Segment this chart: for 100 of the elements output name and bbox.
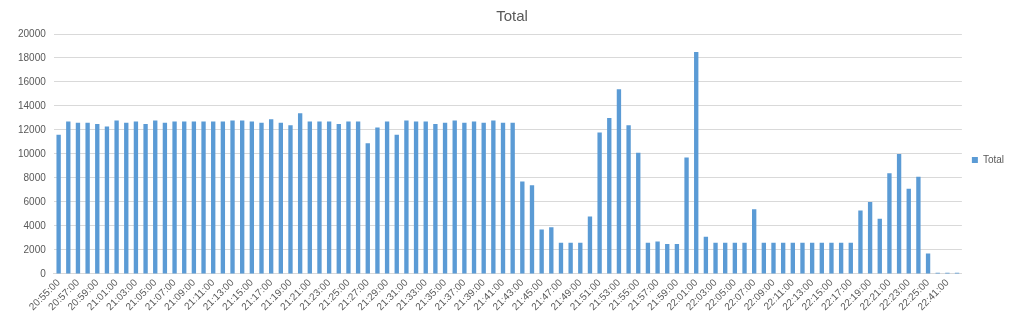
bar <box>133 121 139 274</box>
bar <box>365 143 370 274</box>
bar <box>597 132 602 274</box>
y-tick-label: 8000 <box>23 171 47 183</box>
bar <box>510 122 515 274</box>
y-tick-label: 10000 <box>18 147 47 159</box>
y-tick-label: 16000 <box>18 75 47 87</box>
bar <box>906 188 911 274</box>
y-tick-label: 14000 <box>18 99 47 111</box>
bar <box>317 121 322 274</box>
bar <box>674 243 680 274</box>
legend-label: Total <box>982 153 1004 165</box>
bar <box>172 121 177 274</box>
y-tick-label: 4000 <box>23 219 47 231</box>
bar <box>529 185 535 274</box>
bar <box>858 210 863 274</box>
bar <box>626 125 631 274</box>
bar <box>384 121 390 274</box>
bar <box>404 120 409 274</box>
bar <box>462 122 467 274</box>
bar <box>539 229 544 274</box>
bar <box>162 122 168 274</box>
bar <box>240 120 245 274</box>
y-tick-label: 0 <box>40 267 47 279</box>
bar <box>211 121 216 274</box>
bar <box>442 122 448 274</box>
bar <box>75 122 81 274</box>
chart-title: Total <box>496 7 528 25</box>
bar <box>114 120 119 274</box>
bar <box>95 124 100 274</box>
bar <box>616 89 622 274</box>
bar <box>220 121 226 274</box>
bar <box>249 121 255 274</box>
bar <box>413 121 419 274</box>
y-tick-label: 2000 <box>23 243 47 255</box>
bar <box>191 121 197 274</box>
bar <box>346 121 351 274</box>
bar <box>143 124 148 274</box>
bar <box>780 242 786 274</box>
y-tick-label: 12000 <box>18 123 47 135</box>
bar <box>848 242 853 274</box>
bar <box>742 242 747 274</box>
bar <box>278 122 283 274</box>
bar <box>790 242 795 274</box>
bar <box>665 243 670 274</box>
bar <box>56 134 61 274</box>
bar <box>268 119 274 274</box>
bar <box>587 216 593 274</box>
bar <box>230 120 235 274</box>
bar <box>752 209 757 274</box>
bar <box>549 227 554 274</box>
bar <box>829 242 834 274</box>
bar <box>259 122 264 274</box>
bar <box>153 120 158 274</box>
bar <box>723 242 728 274</box>
bar <box>568 242 573 274</box>
bar <box>645 242 651 274</box>
bar <box>394 134 399 274</box>
bar <box>452 120 457 274</box>
bar <box>916 176 921 274</box>
bar <box>201 121 206 274</box>
bar <box>684 157 689 274</box>
bar <box>877 218 882 274</box>
bar <box>607 118 612 274</box>
bar <box>771 242 776 274</box>
bar <box>375 127 380 274</box>
bar <box>520 181 525 274</box>
bar <box>491 120 496 274</box>
bar <box>809 242 815 274</box>
bar <box>297 113 303 274</box>
bar <box>433 124 438 274</box>
bar <box>471 121 477 274</box>
bar <box>307 121 312 274</box>
bar <box>819 242 824 274</box>
bar <box>182 121 187 274</box>
bar <box>104 126 110 274</box>
bar <box>66 121 71 274</box>
bar <box>326 121 332 274</box>
bar <box>336 124 341 274</box>
y-tick-label: 18000 <box>18 51 47 63</box>
y-tick-label: 20000 <box>18 27 47 39</box>
bar <box>713 242 718 274</box>
bar <box>694 52 699 274</box>
bar <box>355 121 361 274</box>
bar <box>558 242 564 274</box>
bar <box>124 122 129 274</box>
bar <box>85 122 90 274</box>
bar <box>655 241 660 274</box>
bar <box>867 201 873 274</box>
bar <box>423 121 428 274</box>
bar <box>896 154 902 274</box>
bar <box>732 242 738 274</box>
bar <box>838 242 844 274</box>
bar <box>703 236 709 274</box>
bar <box>636 152 641 274</box>
bar <box>887 173 892 274</box>
bar <box>288 125 293 274</box>
bar <box>500 122 506 274</box>
bar <box>800 242 805 274</box>
bar <box>481 122 486 274</box>
